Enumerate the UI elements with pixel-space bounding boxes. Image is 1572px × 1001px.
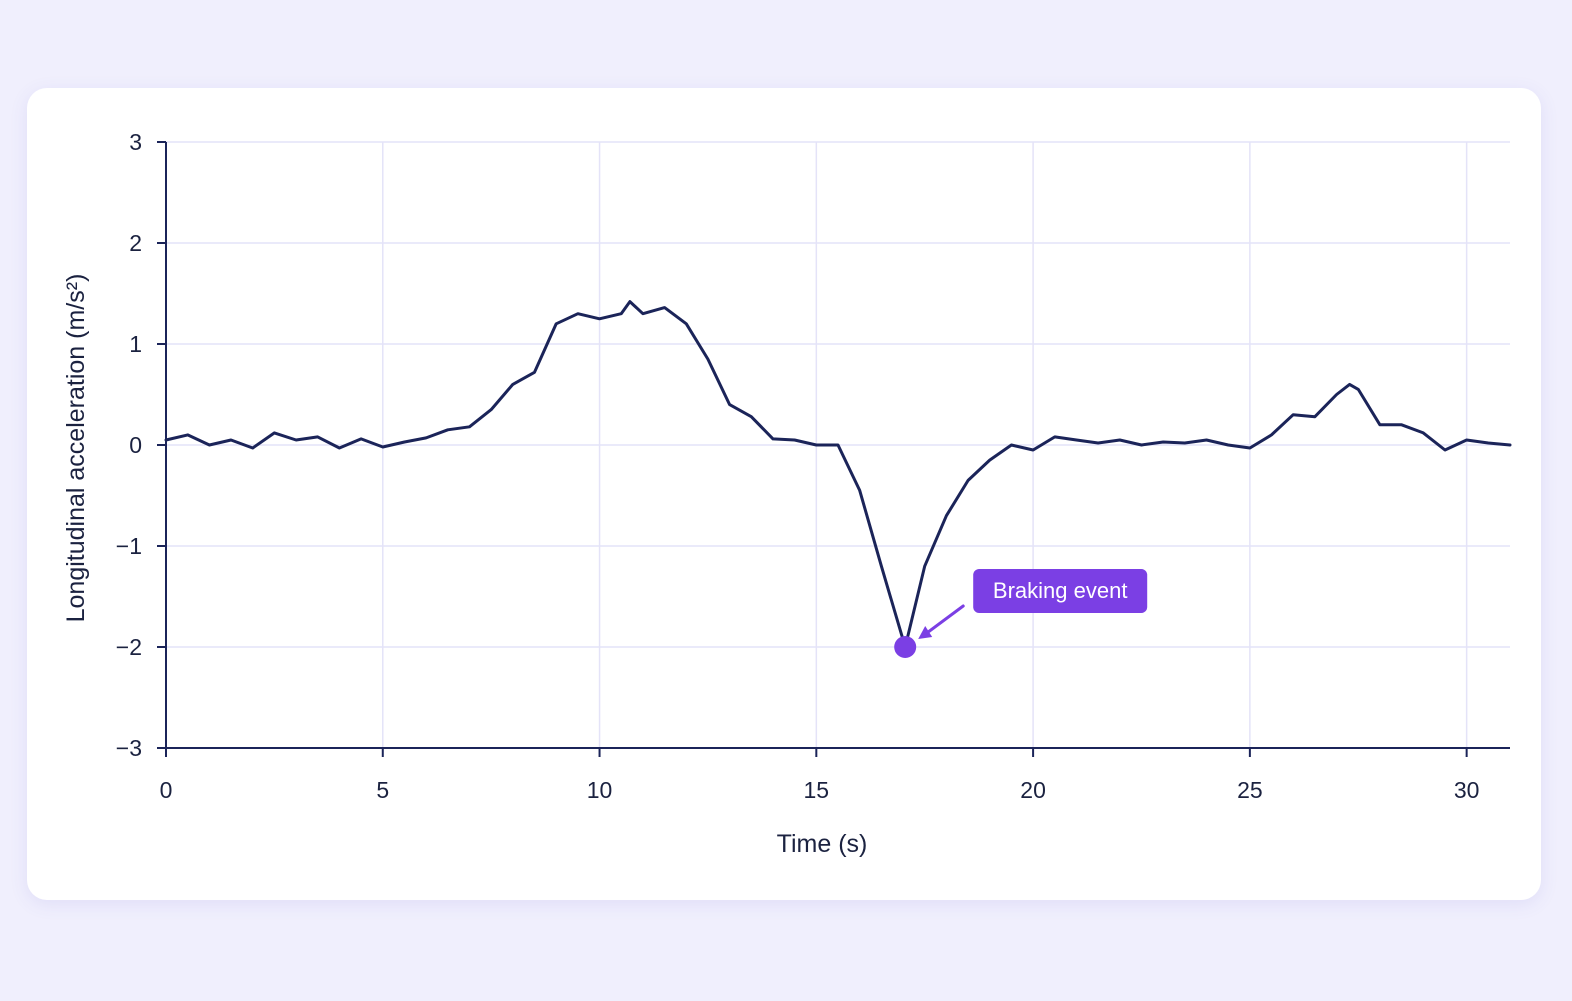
x-tick-label: 30 [1454, 777, 1480, 803]
annotation-arrow [922, 604, 965, 637]
braking-event-marker [894, 636, 917, 658]
y-tick-label: −2 [116, 634, 142, 660]
axes [157, 141, 1510, 757]
y-axis-title: Longitudinal acceleration (m/s²) [62, 274, 90, 623]
annotation-callout [973, 569, 1148, 613]
annotation-label: Braking event [993, 578, 1128, 603]
y-tick-label: 0 [129, 432, 142, 458]
annotation-layer: Braking event [894, 569, 1148, 658]
x-tick-label: 15 [804, 777, 830, 803]
x-axis-title: Time (s) [777, 830, 868, 858]
y-tick-label: −3 [116, 735, 142, 761]
y-tick-label: −1 [116, 533, 142, 559]
x-tick-label: 5 [376, 777, 389, 803]
x-tick-label: 25 [1237, 777, 1263, 803]
x-tick-label: 20 [1020, 777, 1046, 803]
x-tick-label: 0 [160, 777, 173, 803]
y-tick-label: 2 [129, 230, 142, 256]
y-tick-label: 3 [129, 129, 142, 155]
annotation-arrowhead [918, 626, 933, 639]
y-tick-label: 1 [129, 331, 142, 357]
series-layer [164, 300, 1512, 649]
x-tick-label: 10 [587, 777, 613, 803]
series-line-0 [164, 300, 1512, 649]
chart-card [27, 88, 1541, 900]
